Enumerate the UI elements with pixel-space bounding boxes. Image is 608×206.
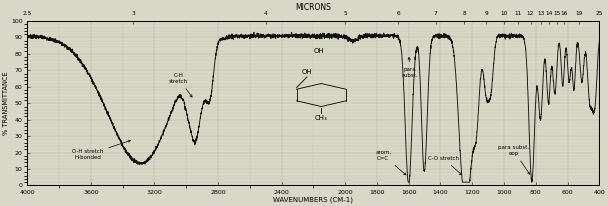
Text: CH₃: CH₃: [315, 115, 328, 121]
Text: OH: OH: [313, 48, 324, 54]
Text: arom,
C=C: arom, C=C: [375, 150, 406, 175]
X-axis label: MICRONS: MICRONS: [295, 3, 331, 12]
Text: OH: OH: [302, 69, 313, 75]
Y-axis label: % TRANSMITTANCE: % TRANSMITTANCE: [3, 71, 9, 135]
Text: O-H stretch
H-bonded: O-H stretch H-bonded: [72, 140, 131, 160]
X-axis label: WAVENUMBERS (CM-1): WAVENUMBERS (CM-1): [274, 197, 353, 203]
Text: C-O stretch: C-O stretch: [428, 156, 461, 175]
Text: para
subst.: para subst.: [402, 57, 418, 78]
Text: C-H
stretch: C-H stretch: [169, 73, 192, 97]
Text: para subst.
oop: para subst. oop: [498, 145, 530, 174]
